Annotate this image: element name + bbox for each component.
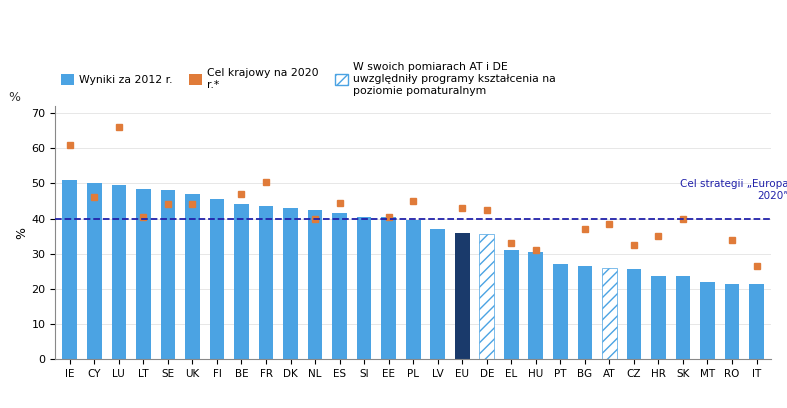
Bar (626, 269, 641, 359)
Bar (357, 217, 371, 359)
Bar (406, 220, 420, 359)
Bar (136, 188, 151, 359)
Bar (161, 191, 176, 359)
Bar (308, 210, 323, 359)
Legend: Wyniki za 2012 r., Cel krajowy na 2020
r.*, W swoich pomiarach AT i DE
uwzględni: Wyniki za 2012 r., Cel krajowy na 2020 r… (61, 62, 556, 95)
Bar (651, 277, 666, 359)
Bar (578, 266, 592, 359)
Bar (504, 250, 519, 359)
Bar (725, 284, 739, 359)
Bar (235, 204, 249, 359)
Bar (749, 284, 764, 359)
Bar (112, 185, 126, 359)
Bar (455, 233, 470, 359)
Bar (430, 229, 445, 359)
Text: Cel strategii „Europa
2020”: Cel strategii „Europa 2020” (680, 180, 787, 201)
Bar (602, 268, 617, 359)
Bar (332, 213, 347, 359)
Bar (528, 252, 543, 359)
Bar (87, 183, 102, 359)
Bar (259, 206, 273, 359)
Y-axis label: %: % (16, 226, 28, 239)
Bar (675, 277, 690, 359)
Bar (209, 199, 224, 359)
Bar (700, 282, 715, 359)
Text: %: % (9, 91, 20, 104)
Bar (283, 208, 298, 359)
Bar (553, 264, 567, 359)
Bar (62, 180, 77, 359)
Bar (479, 234, 494, 359)
Bar (185, 194, 200, 359)
Bar (381, 217, 396, 359)
